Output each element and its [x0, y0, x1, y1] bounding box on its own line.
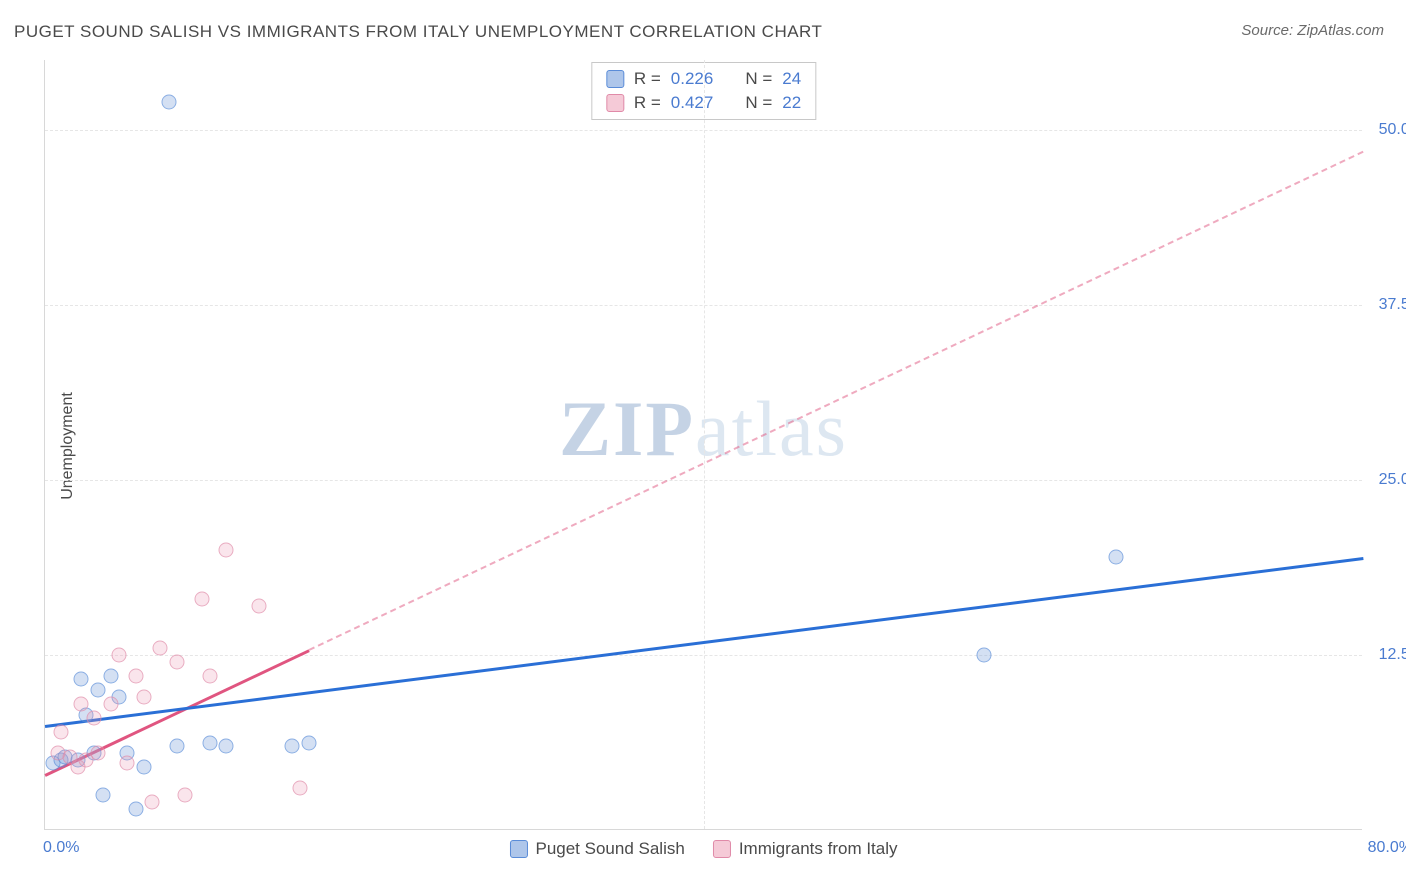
- chart-title: PUGET SOUND SALISH VS IMMIGRANTS FROM IT…: [14, 22, 822, 42]
- source-value: ZipAtlas.com: [1297, 22, 1384, 39]
- scatter-point: [74, 671, 89, 686]
- scatter-point: [95, 788, 110, 803]
- gridline-v: [704, 60, 705, 829]
- scatter-point: [285, 739, 300, 754]
- scatter-point: [145, 795, 160, 810]
- scatter-point: [136, 690, 151, 705]
- scatter-point: [103, 697, 118, 712]
- scatter-point: [219, 543, 234, 558]
- y-tick-label: 12.5%: [1379, 646, 1406, 664]
- n-label: N =: [745, 93, 772, 113]
- scatter-point: [74, 697, 89, 712]
- scatter-point: [90, 683, 105, 698]
- swatch-pink-icon: [606, 94, 624, 112]
- plot-area: ZIPatlas R = 0.226 N = 24 R = 0.427 N = …: [44, 60, 1362, 830]
- r-label: R =: [634, 69, 661, 89]
- n-label: N =: [745, 69, 772, 89]
- series-legend: Puget Sound Salish Immigrants from Italy: [509, 839, 897, 859]
- scatter-point: [293, 781, 308, 796]
- legend-label-blue: Puget Sound Salish: [535, 839, 684, 859]
- source-attribution: Source: ZipAtlas.com: [1241, 22, 1384, 39]
- scatter-point: [202, 669, 217, 684]
- scatter-point: [128, 802, 143, 817]
- n-value-blue: 24: [782, 69, 801, 89]
- y-tick-label: 50.0%: [1379, 121, 1406, 139]
- scatter-point: [194, 592, 209, 607]
- scatter-point: [112, 648, 127, 663]
- scatter-point: [977, 648, 992, 663]
- scatter-point: [252, 599, 267, 614]
- scatter-point: [301, 736, 316, 751]
- scatter-point: [169, 655, 184, 670]
- n-value-pink: 22: [782, 93, 801, 113]
- scatter-point: [178, 788, 193, 803]
- scatter-point: [54, 725, 69, 740]
- r-value-pink: 0.427: [671, 93, 714, 113]
- swatch-blue-icon: [606, 70, 624, 88]
- y-tick-label: 25.0%: [1379, 471, 1406, 489]
- x-tick-label: 80.0%: [1368, 839, 1406, 857]
- scatter-point: [87, 711, 102, 726]
- scatter-point: [90, 746, 105, 761]
- r-label: R =: [634, 93, 661, 113]
- x-tick-label: 0.0%: [43, 839, 79, 857]
- scatter-point: [153, 641, 168, 656]
- watermark-rest: atlas: [695, 385, 848, 472]
- scatter-point: [128, 669, 143, 684]
- scatter-point: [202, 736, 217, 751]
- scatter-point: [136, 760, 151, 775]
- scatter-point: [219, 739, 234, 754]
- y-tick-label: 37.5%: [1379, 296, 1406, 314]
- swatch-blue-icon: [509, 840, 527, 858]
- legend-item-blue: Puget Sound Salish: [509, 839, 684, 859]
- r-value-blue: 0.226: [671, 69, 714, 89]
- legend-label-pink: Immigrants from Italy: [739, 839, 898, 859]
- scatter-point: [169, 739, 184, 754]
- watermark-bold: ZIP: [559, 385, 695, 472]
- chart-container: PUGET SOUND SALISH VS IMMIGRANTS FROM IT…: [0, 0, 1406, 892]
- scatter-point: [161, 95, 176, 110]
- scatter-point: [120, 755, 135, 770]
- source-label: Source:: [1241, 22, 1297, 39]
- swatch-pink-icon: [713, 840, 731, 858]
- legend-item-pink: Immigrants from Italy: [713, 839, 898, 859]
- scatter-point: [103, 669, 118, 684]
- scatter-point: [1108, 550, 1123, 565]
